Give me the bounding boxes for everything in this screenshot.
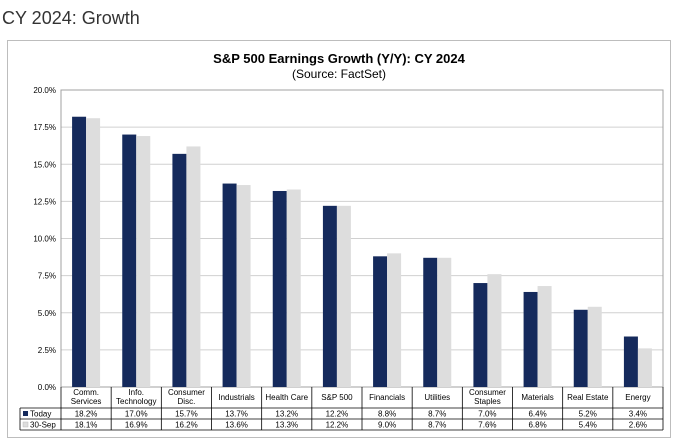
legend-key-30-sep (22, 421, 29, 428)
category-label: Staples (474, 397, 501, 406)
data-value-label: 8.7% (428, 421, 446, 430)
y-tick-label: 20.0% (33, 86, 56, 95)
bar-30-sep (336, 205, 351, 387)
data-value-label: 7.6% (478, 421, 496, 430)
data-value-label: 9.0% (378, 421, 396, 430)
data-value-label: 15.7% (175, 410, 198, 419)
data-value-label: 13.6% (225, 421, 248, 430)
y-tick-label: 0.0% (38, 383, 56, 392)
y-tick-label: 15.0% (33, 160, 56, 169)
category-label: Real Estate (567, 393, 609, 402)
chart-title: S&P 500 Earnings Growth (Y/Y): CY 2024 (213, 51, 465, 66)
legend-key-today (23, 411, 28, 416)
data-value-label: 6.8% (528, 421, 546, 430)
category-label: Health Care (265, 393, 308, 402)
category-label: Materials (521, 393, 553, 402)
category-label: Energy (625, 393, 650, 402)
bar-today (72, 116, 87, 387)
bar-30-sep (387, 253, 402, 387)
data-value-label: 18.2% (75, 410, 98, 419)
bar-30-sep (437, 257, 452, 387)
category-label: Utilities (424, 393, 450, 402)
data-value-label: 12.2% (326, 410, 349, 419)
bar-today (272, 190, 287, 387)
chart-subtitle: (Source: FactSet) (291, 67, 387, 81)
series-name: 30-Sep (30, 421, 56, 430)
y-tick-label: 12.5% (33, 197, 56, 206)
data-value-label: 13.7% (225, 410, 248, 419)
data-value-label: 7.0% (478, 410, 496, 419)
bar-30-sep (637, 348, 652, 387)
y-tick-label: 10.0% (33, 235, 56, 244)
category-label: Services (71, 397, 102, 406)
bar-today (473, 283, 488, 387)
bar-today (573, 309, 588, 387)
chart-frame: S&P 500 Earnings Growth (Y/Y): CY 2024 (… (7, 40, 671, 438)
data-value-label: 5.2% (579, 410, 597, 419)
bar-today (322, 205, 337, 387)
category-label: Industrials (218, 393, 254, 402)
bar-today (122, 134, 137, 387)
bar-30-sep (86, 118, 101, 387)
data-value-label: 2.6% (629, 421, 647, 430)
category-label: Technology (116, 397, 156, 406)
data-value-label: 16.2% (175, 421, 198, 430)
bar-today (222, 183, 237, 387)
category-label: Disc. (178, 397, 196, 406)
data-value-label: 13.3% (275, 421, 298, 430)
earnings-growth-chart: 0.0% 2.5% 5.0% 7.5% 10.0% 12.5% 15.0% 17.5% 20.0… (19, 86, 664, 431)
bar-today (423, 257, 438, 387)
category-label: Comm. (73, 388, 99, 397)
bar-30-sep (186, 146, 201, 387)
data-value-label: 17.0% (125, 410, 148, 419)
bar-today (172, 153, 187, 387)
y-tick-label: 7.5% (38, 272, 56, 281)
category-label: S&P 500 (321, 393, 353, 402)
data-value-label: 6.4% (528, 410, 546, 419)
bar-30-sep (136, 136, 151, 387)
data-value-label: 12.2% (326, 421, 349, 430)
data-value-label: 5.4% (579, 421, 597, 430)
data-value-label: 18.1% (75, 421, 98, 430)
bar-today (373, 256, 388, 387)
bar-30-sep (236, 185, 251, 387)
category-label: Consumer (469, 388, 506, 397)
bar-30-sep (587, 306, 602, 387)
data-value-label: 8.7% (428, 410, 446, 419)
bar-30-sep (286, 189, 301, 387)
page-heading: CY 2024: Growth (2, 8, 140, 28)
bar-30-sep (487, 274, 502, 387)
data-value-label: 16.9% (125, 421, 148, 430)
y-tick-label: 17.5% (33, 123, 56, 132)
data-value-label: 3.4% (629, 410, 647, 419)
data-value-label: 8.8% (378, 410, 396, 419)
bar-today (523, 291, 538, 387)
bar-today (623, 336, 638, 387)
category-label: Financials (369, 393, 405, 402)
data-value-label: 13.2% (275, 410, 298, 419)
y-tick-label: 2.5% (38, 346, 56, 355)
category-label: Info. (128, 388, 144, 397)
category-label: Consumer (168, 388, 205, 397)
bar-30-sep (537, 286, 552, 387)
series-name: Today (30, 410, 51, 419)
y-tick-label: 5.0% (38, 309, 56, 318)
